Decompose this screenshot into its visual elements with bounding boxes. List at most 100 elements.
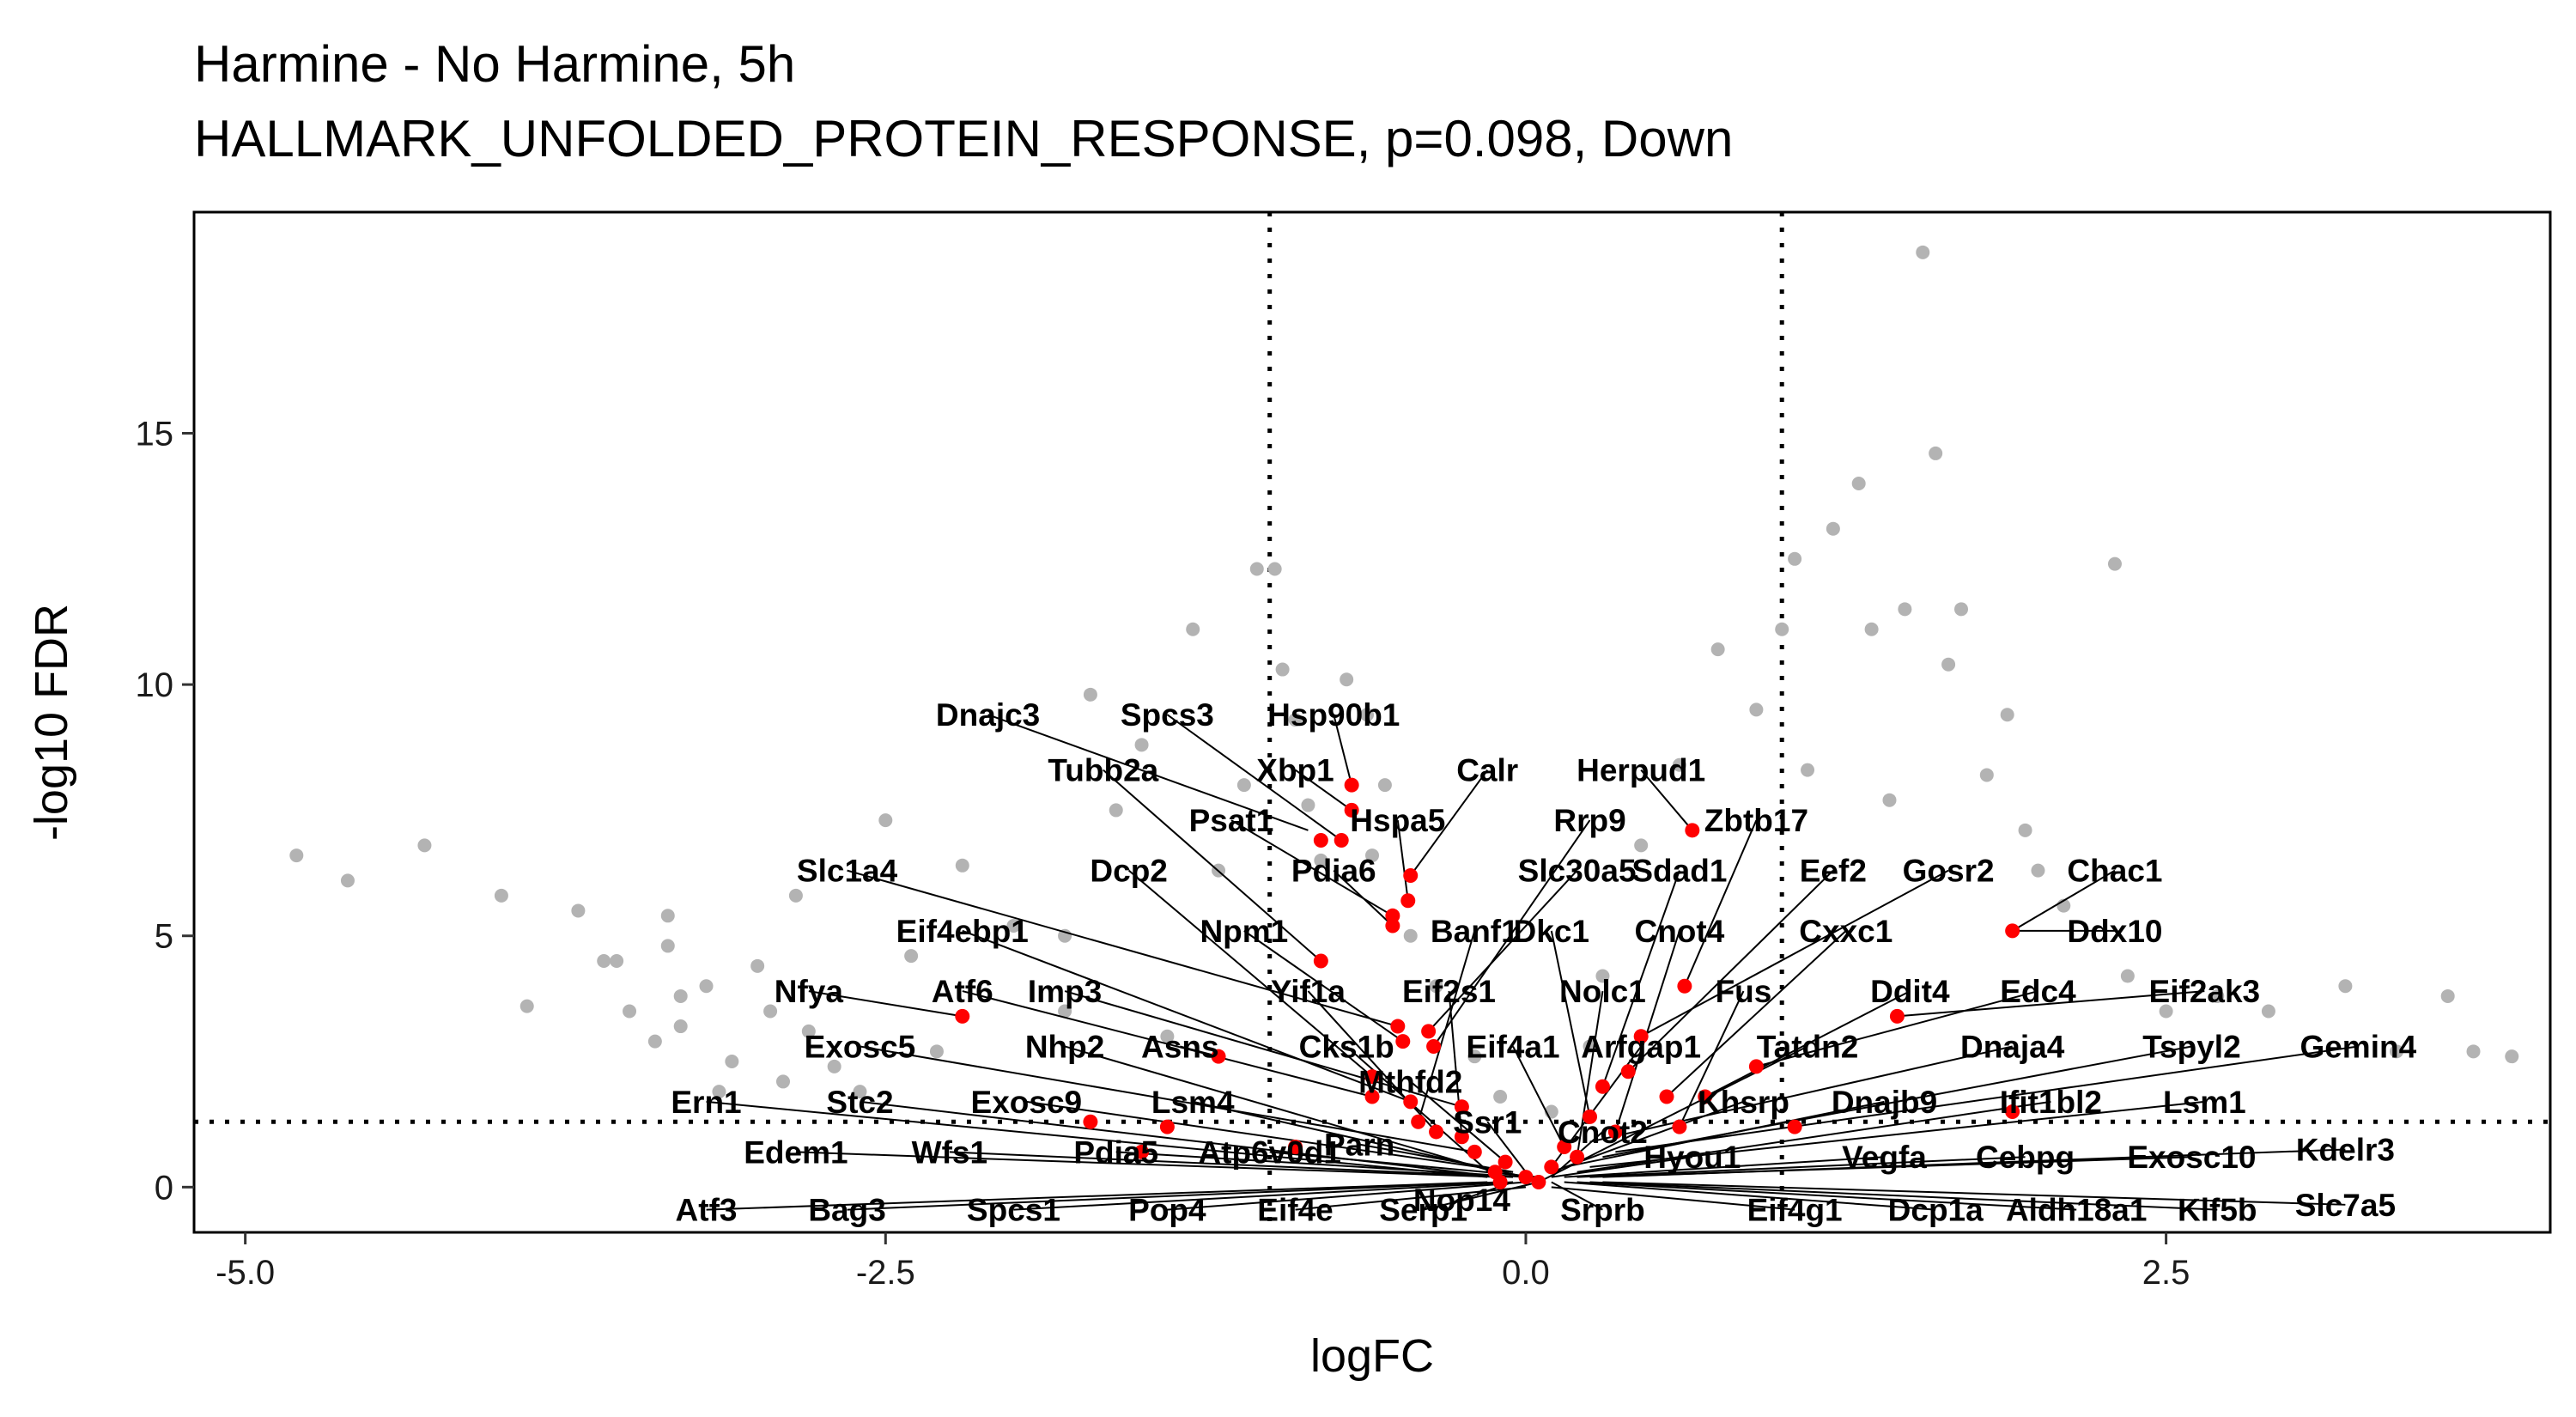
data-point-background [1851, 477, 1866, 491]
gene-label: Wfs1 [912, 1134, 987, 1170]
data-point-highlight [1454, 1129, 1469, 1145]
y-tick-label: 0 [155, 1169, 173, 1207]
data-point-highlight [1570, 1149, 1585, 1165]
data-point-background [1672, 757, 1686, 772]
gene-label: Npm1 [1200, 914, 1288, 949]
label-connector [1627, 869, 1834, 1073]
data-point-background [494, 888, 508, 903]
gene-label: Dkc1 [1514, 914, 1589, 949]
gene-label: Hspa5 [1350, 803, 1445, 838]
data-point-background [1979, 768, 1994, 782]
data-point-background [1493, 1089, 1508, 1104]
gene-label: Spcs1 [967, 1193, 1060, 1228]
label-connector [706, 1181, 1488, 1211]
data-point-background [2440, 988, 2455, 1003]
data-point-highlight [1429, 1124, 1444, 1140]
label-connector [1128, 869, 1373, 1078]
data-point-background [1467, 1049, 1482, 1064]
label-connector [1679, 990, 1745, 1128]
gene-label: Atp6v0d1 [1198, 1134, 1341, 1170]
data-point-highlight [1633, 1029, 1649, 1044]
data-point-background [1882, 793, 1897, 807]
gene-label: Dnajc3 [936, 697, 1040, 733]
label-connector [1577, 1156, 2026, 1178]
data-point-background [2261, 1004, 2275, 1019]
label-connector [847, 869, 1399, 1028]
data-point-background [673, 1019, 688, 1034]
label-connector [1064, 1045, 1496, 1173]
gene-label: Cnot2 [1558, 1115, 1648, 1150]
data-point-highlight [1288, 1140, 1303, 1155]
data-point-highlight [1426, 1038, 1442, 1054]
label-connector [2012, 869, 2116, 932]
data-point-background [853, 1085, 867, 1099]
data-point-background [1160, 1029, 1175, 1043]
gene-label: Xbp1 [1256, 753, 1334, 788]
data-point-highlight [1607, 1124, 1623, 1140]
data-point-background [1267, 562, 1282, 576]
data-point-highlight [1403, 867, 1419, 883]
gene-label: Dcp2 [1090, 854, 1167, 889]
data-point-background [571, 903, 586, 918]
data-point-highlight [1583, 1109, 1598, 1124]
label-connector [706, 1100, 1488, 1178]
gene-label: Hyou1 [1643, 1140, 1741, 1175]
data-point-background [1377, 778, 1392, 793]
gene-label: Edem1 [744, 1134, 848, 1170]
label-connector [1358, 1143, 1514, 1173]
data-point-background [1058, 1004, 1072, 1019]
data-point-background [1864, 622, 1879, 636]
gene-label: Kdelr3 [2296, 1132, 2395, 1167]
y-tick-label: 5 [155, 918, 173, 956]
label-connector [1615, 1045, 2359, 1153]
data-point-background [673, 988, 688, 1003]
data-point-highlight [1698, 1089, 1713, 1104]
data-point-highlight [1364, 1089, 1380, 1104]
x-axis-title: logFC [1310, 1330, 1434, 1382]
data-point-highlight [1313, 953, 1328, 969]
data-point-background [2120, 969, 2135, 983]
data-point-background [725, 1055, 739, 1069]
label-connector [962, 929, 1412, 1103]
gene-label: Eif4a1 [1467, 1029, 1560, 1064]
gene-label: Exosc10 [2127, 1140, 2256, 1175]
gene-label: Banf1 [1431, 914, 1519, 949]
gene-label: Imp3 [1028, 974, 1102, 1009]
label-connector [1577, 1181, 2077, 1211]
label-connector [1423, 1181, 1540, 1211]
data-point-highlight [1421, 1024, 1437, 1039]
data-point-background [1186, 622, 1200, 636]
gene-label: Cnot4 [1634, 914, 1724, 949]
gene-label: Sdad1 [1631, 854, 1727, 889]
gene-label: Ssr1 [1453, 1104, 1522, 1140]
gene-label: Mthfd2 [1358, 1064, 1462, 1099]
gene-label: Tubb2a [1048, 753, 1158, 788]
gene-label: Calr [1456, 753, 1518, 788]
axes: -5.0 -2.5 0.0 2.5 0 5 10 15 [136, 415, 2190, 1292]
data-point-background [660, 939, 675, 953]
data-point-background [1109, 803, 1123, 818]
data-point-background [1916, 245, 1930, 259]
gene-label: Tspyl2 [2142, 1029, 2240, 1064]
gene-label: Herpud1 [1577, 753, 1705, 788]
gene-label: Ifit1bl2 [2000, 1085, 2102, 1120]
label-connector [1666, 930, 1847, 1098]
data-point-background [750, 958, 765, 973]
label-connector [1346, 1045, 1501, 1183]
data-point-background [597, 953, 611, 968]
gene-label: Dnajb9 [1832, 1085, 1937, 1120]
data-point-background [1710, 642, 1725, 657]
data-point-highlight [1492, 1174, 1508, 1189]
data-point-background [519, 999, 534, 1013]
data-point-highlight [1889, 1008, 1905, 1024]
gene-label: Cxxc1 [1799, 914, 1893, 949]
data-point-background [1275, 662, 1290, 677]
gene-label: Yif1a [1271, 974, 1346, 1009]
data-point-background [1301, 798, 1315, 812]
data-point-background [1134, 738, 1149, 752]
gene-label: Atf3 [676, 1193, 738, 1228]
label-connector [1333, 714, 1353, 786]
gene-label: Eif2s1 [1402, 974, 1496, 1009]
data-point-background [1360, 708, 1375, 722]
gene-label: Asns [1141, 1029, 1218, 1064]
